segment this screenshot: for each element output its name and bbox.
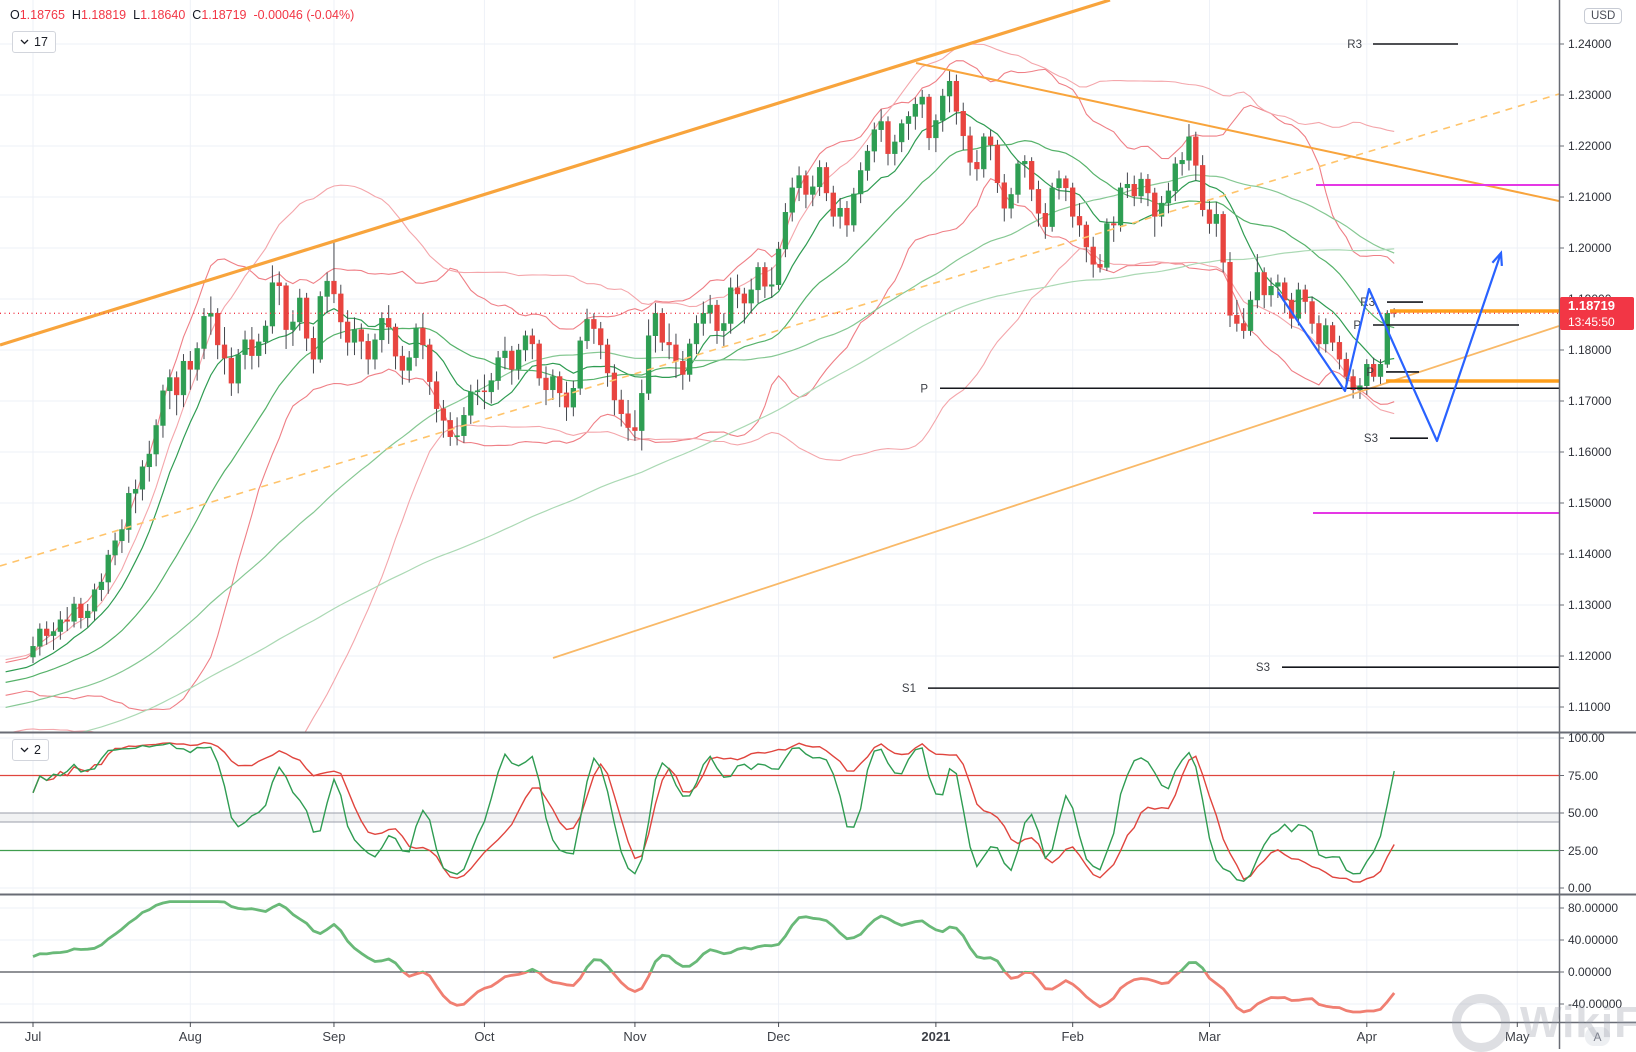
time-axis-label-apr: Apr [1356,1029,1377,1044]
auto-scale-button[interactable]: A [1585,1027,1610,1046]
oscillator-axis-label: 0.00 [1568,881,1592,895]
currency-chip[interactable]: USD [1584,8,1623,24]
momentum-line-negative [401,972,1396,1014]
moving-average-10 [5,111,1395,673]
pivot-label-r3: R3 [1347,39,1362,51]
bar-countdown: 13:45:50 [1568,315,1615,329]
moving-average-60 [5,174,1395,708]
time-axis-label-may: May [1504,1029,1530,1044]
momentum-axis-label: 80.00000 [1568,901,1619,915]
time-axis-label-feb: Feb [1061,1029,1084,1044]
bollinger-band-20-dn [5,178,1395,711]
price-axis-label: 1.13000 [1568,598,1612,612]
descending-trendline[interactable] [915,62,1559,202]
time-axis-label-dec: Dec [766,1029,791,1044]
open-item: O1.18765 [10,8,65,22]
momentum-pane [0,900,1559,1014]
pivot-label-p: P [920,383,928,395]
high-value: 1.18819 [80,8,127,22]
indicators-count: 17 [34,35,48,49]
pane2-collapse-chip[interactable]: 2 [12,739,49,761]
price-axis-label: 1.14000 [1568,547,1612,561]
pivot-label-p: P [1353,320,1361,332]
projection-arrow[interactable] [1277,252,1503,443]
price-axis-label: 1.15000 [1568,496,1612,510]
time-axis-label-oct: Oct [474,1029,495,1044]
open-value: 1.18765 [19,8,65,22]
momentum-line-positive [32,900,1207,972]
price-axis-label: 1.12000 [1568,649,1612,663]
momentum-axis-label: -40.00000 [1568,997,1623,1011]
time-axis-label-2021: 2021 [921,1029,951,1044]
price-axis-label: 1.17000 [1568,394,1612,408]
oscillator-axis-label: 50.00 [1568,806,1599,820]
chevron-down-icon [20,747,29,753]
pivot-label-s3: S3 [1256,662,1270,674]
gridlines [0,0,1559,1022]
time-axis-label-aug: Aug [178,1029,202,1044]
time-axis-label-jul: Jul [24,1029,42,1044]
chevron-down-icon [20,39,29,45]
price-axis-label: 1.16000 [1568,445,1612,459]
price-axis-label: 1.24000 [1568,37,1612,51]
oscillator-axis-label: 25.00 [1568,843,1599,858]
low-item: L1.18640 [133,8,186,22]
price-axis-label: 1.11000 [1568,700,1611,714]
arrowhead-icon [1491,250,1503,267]
current-price: 1.18719 [1568,298,1615,313]
price-axis-label: 1.23000 [1568,88,1612,102]
oscillator-pane [0,741,1559,883]
bollinger-band-45-dn [10,248,1395,732]
pivot-label-s3: S3 [1364,433,1378,445]
current-price-badge: 1.18719 13:45:50 [1560,297,1634,330]
bollinger-band-45-up [5,43,1395,661]
high-item: H1.18819 [71,8,127,22]
change-value: -0.00046 (-0.04%) [253,8,355,22]
price-axis-label: 1.18000 [1568,343,1612,357]
price-axis-label: 1.21000 [1568,190,1612,204]
price-axis-label: 1.22000 [1568,139,1612,153]
candles [30,70,1397,664]
oscillator-axis-label: 75.00 [1568,768,1599,783]
moving-average-120 [80,248,1395,732]
time-axis-label-nov: Nov [623,1029,647,1044]
time-axis-label-sep: Sep [322,1029,346,1044]
pivot-label-p: P [1366,367,1374,379]
low-value: 1.18640 [140,8,186,22]
pane2-indicator-count: 2 [34,743,41,757]
pivot-label-s1: S1 [902,683,916,695]
ascending-channel-upper[interactable] [0,0,1111,347]
oscillator-slow-line [32,741,1395,883]
price-axis-label: 1.20000 [1568,241,1612,255]
ascending-channel-dashed[interactable] [0,93,1559,567]
indicators-collapse-chip[interactable]: 17 [12,31,56,53]
oscillator-axis-label: 100.00 [1568,731,1605,745]
momentum-axis-label: 40.00000 [1568,933,1619,947]
time-axis-label-mar: Mar [1198,1029,1221,1044]
oscillator-fast-line [32,742,1395,882]
ohlc-legend: O1.18765 H1.18819 L1.18640 C1.18719 -0.0… [10,8,354,22]
close-item: C1.18719 [192,8,247,22]
moving-average-25 [5,139,1395,683]
momentum-axis-label: 0.00000 [1568,965,1612,979]
close-value: 1.18719 [201,8,247,22]
bollinger-band-20-up [5,60,1395,664]
